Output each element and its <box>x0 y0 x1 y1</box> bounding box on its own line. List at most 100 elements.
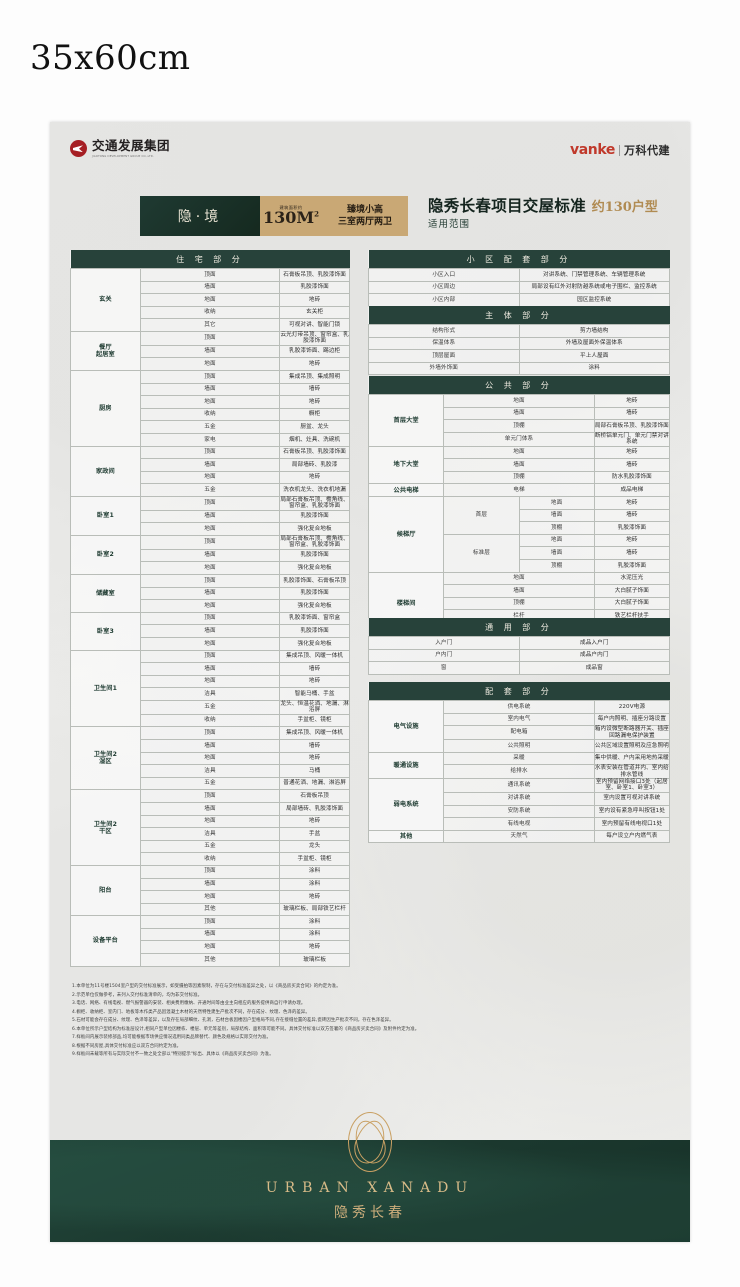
table-row-key: 地面 <box>139 395 281 409</box>
table-row-value: 墙砖 <box>279 382 350 397</box>
table-row-key: 顶面 <box>139 370 281 384</box>
table-row: 洁具 马桶 <box>71 764 350 778</box>
table-row: 其他 玻璃栏板 <box>71 953 350 967</box>
table-row-value: 石膏板吊顶 <box>279 789 350 803</box>
table-row-value: 智能马桶、手盆 <box>279 687 350 701</box>
table-row-value: 乳胶漆饰面 <box>593 521 671 535</box>
table-row-key: 顶面 <box>139 726 281 740</box>
table-row-value: 可视对讲、智能门锁 <box>279 318 350 332</box>
table-public: 公 共 部 分首层大堂 地面 地砖 墙面 墙砖 顶棚 局部石膏板吊顶、乳胶漆饰面 单元门体系断… <box>367 376 671 636</box>
table-row-value: 强化复合地板 <box>279 636 350 651</box>
table-row-value: 墙砖 <box>593 546 671 560</box>
table-row-value: 集成吊顶、风暖一体机 <box>279 726 350 740</box>
table-row: 餐厅 起居室 顶面 云光灯带吊顶、窗帘盒、乳胶漆饰面 <box>70 330 350 372</box>
table-facility: 配 套 部 分电气设施 供电系统 220V电源 室内电气 每户内照明、插座分路设置 配电箱… <box>367 682 671 844</box>
note-item: 5.石材可能会存在成分、纹理、色泽等差异，以及存在局部细纹、孔洞，石材台板因楼因… <box>72 1018 394 1024</box>
table-row-value: 室内设有紧急呼叫按钮1处 <box>593 804 671 819</box>
table-row-value: 局部设有红外对射防越系统或电子围栏、监控系统 <box>518 280 670 295</box>
table-row-key: 顶棚 <box>443 596 595 611</box>
table-row: 单元门体系 断桥铝单元门、单元门禁对讲系统 <box>369 431 671 447</box>
table-row: 卧室3 顶面 乳胶漆饰面、窗帘盒 <box>70 611 350 651</box>
table-row-key: 五金 <box>139 483 281 497</box>
table-row-value: 墙砖 <box>279 738 350 753</box>
table-row-key: 顶面 <box>139 611 281 626</box>
table-row-value: 乳胶漆饰面、踢边柜 <box>279 344 350 359</box>
page-subtitle: 适用范围 <box>428 219 471 230</box>
table-row-key: 地面 <box>518 496 595 510</box>
table-row: 电气设施 供电系统 220V电源 <box>367 700 671 753</box>
table-row-value: 大白腻子饰面 <box>593 596 671 611</box>
table-row-key: 地面 <box>139 890 281 904</box>
table-row: 小区入口 对讲系统、门禁管理系统、车辆管理系统 <box>368 268 670 282</box>
table-row: 卫生间2 湿区 顶面 集成吊顶、风暖一体机 <box>70 726 350 791</box>
vanke-brand-cn: 万科代建 <box>624 144 670 157</box>
table-row-key: 墙面 <box>518 508 595 523</box>
table-row: 墙面 墙砖 <box>369 508 671 523</box>
table-row-key: 地面 <box>139 470 281 485</box>
table-row: 墙面 乳胶漆饰面、踢边柜 <box>71 344 350 359</box>
poster-footer: URBAN XANADU 隐秀长春 <box>50 1112 690 1242</box>
table-row-value: 乳胶漆饰面、石膏板吊顶 <box>279 574 350 588</box>
table-row-value: 防水乳胶漆饰面 <box>593 470 671 485</box>
table-row-value: 大白腻子饰面 <box>593 584 671 598</box>
table-row: 墙面 乳胶漆饰面 <box>71 548 350 563</box>
table-row: 窗成品窗 <box>368 661 670 675</box>
table-row-key: 对讲系统 <box>443 791 595 806</box>
table-row-key: 家电 <box>139 432 281 447</box>
table-row-value: 地砖 <box>593 533 671 548</box>
unit-layout-line1: 臻境小高 <box>346 204 383 215</box>
table-row: 墙面 墙砖 <box>71 738 350 753</box>
table-group-label: 公共电梯 <box>367 483 445 497</box>
table-row-value: 地砖 <box>279 293 350 307</box>
table-row-value: 乳胶漆饰面 <box>279 548 350 563</box>
table-row-value: 乳胶漆饰面 <box>279 509 350 524</box>
unit-area-sup: 2 <box>314 209 319 219</box>
table-row: 外墙外饰面 涂料 <box>368 361 670 376</box>
table-row-key: 墙面 <box>139 458 281 472</box>
vanke-wordmark: vanke <box>570 142 615 158</box>
table-row-value: 厨盆、龙头 <box>279 420 350 434</box>
table-row-key: 顶棚 <box>443 419 595 433</box>
table-row-key: 其他 <box>139 953 281 967</box>
table-row-value: 外墙及屋面外保温体系 <box>518 336 670 351</box>
table-row-key: 有线电视 <box>443 817 595 831</box>
table-row-value: 水表安装在管道井内、室内给排水管线 <box>593 764 671 780</box>
table-row-key: 公共照明 <box>443 739 595 753</box>
table-header: 主 体 部 分 <box>368 306 670 325</box>
table-row: 地面 地砖 <box>71 940 350 955</box>
table-row-key: 入户门 <box>368 636 520 650</box>
table-row: 标准层 地面 地砖 <box>369 533 671 573</box>
table-row-key: 地面 <box>139 814 281 829</box>
table-row: 收纳 橱柜 <box>71 407 350 422</box>
note-item: 9.样板间未载等所有与实际交付不一致之处全部以"特别提示"标出、具体以《商品房买… <box>72 1052 274 1058</box>
table-row-value: 龙头 <box>279 839 350 854</box>
table-row: 小区周边 局部设有红外对射防越系统或电子围栏、监控系统 <box>368 280 670 295</box>
table-row: 其他 玻璃栏板、局部铁艺栏杆 <box>71 902 350 917</box>
table-row: 结构形式 剪力墙结构 <box>368 324 670 338</box>
table-row-key: 墙面 <box>139 801 281 816</box>
table-row: 设备平台 顶面 涂料 <box>70 915 350 967</box>
table-row-key: 收纳 <box>139 305 281 320</box>
table-row-value: 断桥铝单元门、单元门禁对讲系统 <box>593 431 671 447</box>
table-row: 保温体系 外墙及屋面外保温体系 <box>368 336 670 351</box>
size-label: 35x60cm <box>30 38 191 78</box>
table-row: 家政间 顶面 石膏板吊顶、乳胶漆饰面 <box>70 445 350 497</box>
table-row-value: 马桶 <box>279 764 350 778</box>
table-row: 卧室2 顶面 局部石膏板吊顶、檐角线、窗帘盒、乳胶漆饰面 <box>70 534 350 576</box>
table-row-value: 乳胶漆饰面 <box>279 280 350 295</box>
table-row: 收纳 玄关柜 <box>71 305 350 320</box>
table-row: 暖通设施 采暖 集中供暖、户内采用地热采暖 <box>367 751 671 780</box>
table-group-label: 玄关 <box>70 268 141 332</box>
table-row-key: 采暖 <box>443 751 595 766</box>
table-row-key: 其它 <box>139 318 281 332</box>
table-header: 小 区 配 套 部 分 <box>368 250 670 269</box>
table-group-label: 卫生间1 <box>70 649 141 728</box>
table-row-value: 成品户内门 <box>518 648 670 663</box>
project-seal-text: 隐·境 <box>177 209 223 225</box>
table-row-key: 地面 <box>518 533 595 548</box>
table-row-value: 云光灯带吊顶、窗帘盒、乳胶漆饰面 <box>279 330 350 346</box>
table-header: 通 用 部 分 <box>368 618 670 637</box>
table-row-key: 墙面 <box>139 548 281 563</box>
table-row: 卧室1 顶面 局部石膏板吊顶、檐角线、窗帘盒、乳胶漆饰面 <box>70 495 350 536</box>
table-row: 公共电梯 电梯 成品电梯 <box>367 483 671 497</box>
